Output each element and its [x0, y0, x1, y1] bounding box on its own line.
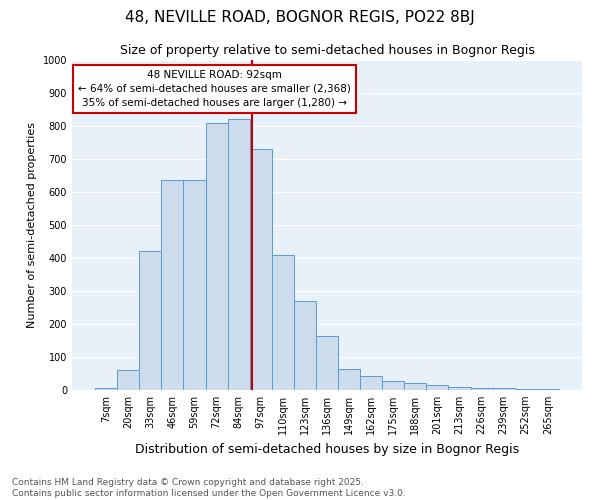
Text: 48 NEVILLE ROAD: 92sqm
← 64% of semi-detached houses are smaller (2,368)
35% of : 48 NEVILLE ROAD: 92sqm ← 64% of semi-det…	[79, 70, 351, 108]
Bar	[448, 386, 470, 390]
Bar	[316, 336, 338, 390]
Text: Contains HM Land Registry data © Crown copyright and database right 2025.
Contai: Contains HM Land Registry data © Crown c…	[12, 478, 406, 498]
Bar	[360, 376, 382, 390]
Bar	[470, 388, 493, 390]
Bar	[161, 180, 184, 390]
Bar	[184, 180, 206, 390]
X-axis label: Distribution of semi-detached houses by size in Bognor Regis: Distribution of semi-detached houses by …	[135, 442, 519, 456]
Text: 48, NEVILLE ROAD, BOGNOR REGIS, PO22 8BJ: 48, NEVILLE ROAD, BOGNOR REGIS, PO22 8BJ	[125, 10, 475, 25]
Title: Size of property relative to semi-detached houses in Bognor Regis: Size of property relative to semi-detach…	[119, 44, 535, 58]
Bar	[493, 388, 515, 390]
Bar	[272, 254, 294, 390]
Bar	[427, 385, 448, 390]
Y-axis label: Number of semi-detached properties: Number of semi-detached properties	[27, 122, 37, 328]
Bar	[139, 252, 161, 390]
Bar	[206, 122, 227, 390]
Bar	[117, 370, 139, 390]
Bar	[294, 301, 316, 390]
Bar	[404, 384, 427, 390]
Bar	[250, 149, 272, 390]
Bar	[338, 368, 360, 390]
Bar	[95, 388, 117, 390]
Bar	[227, 120, 250, 390]
Bar	[382, 381, 404, 390]
